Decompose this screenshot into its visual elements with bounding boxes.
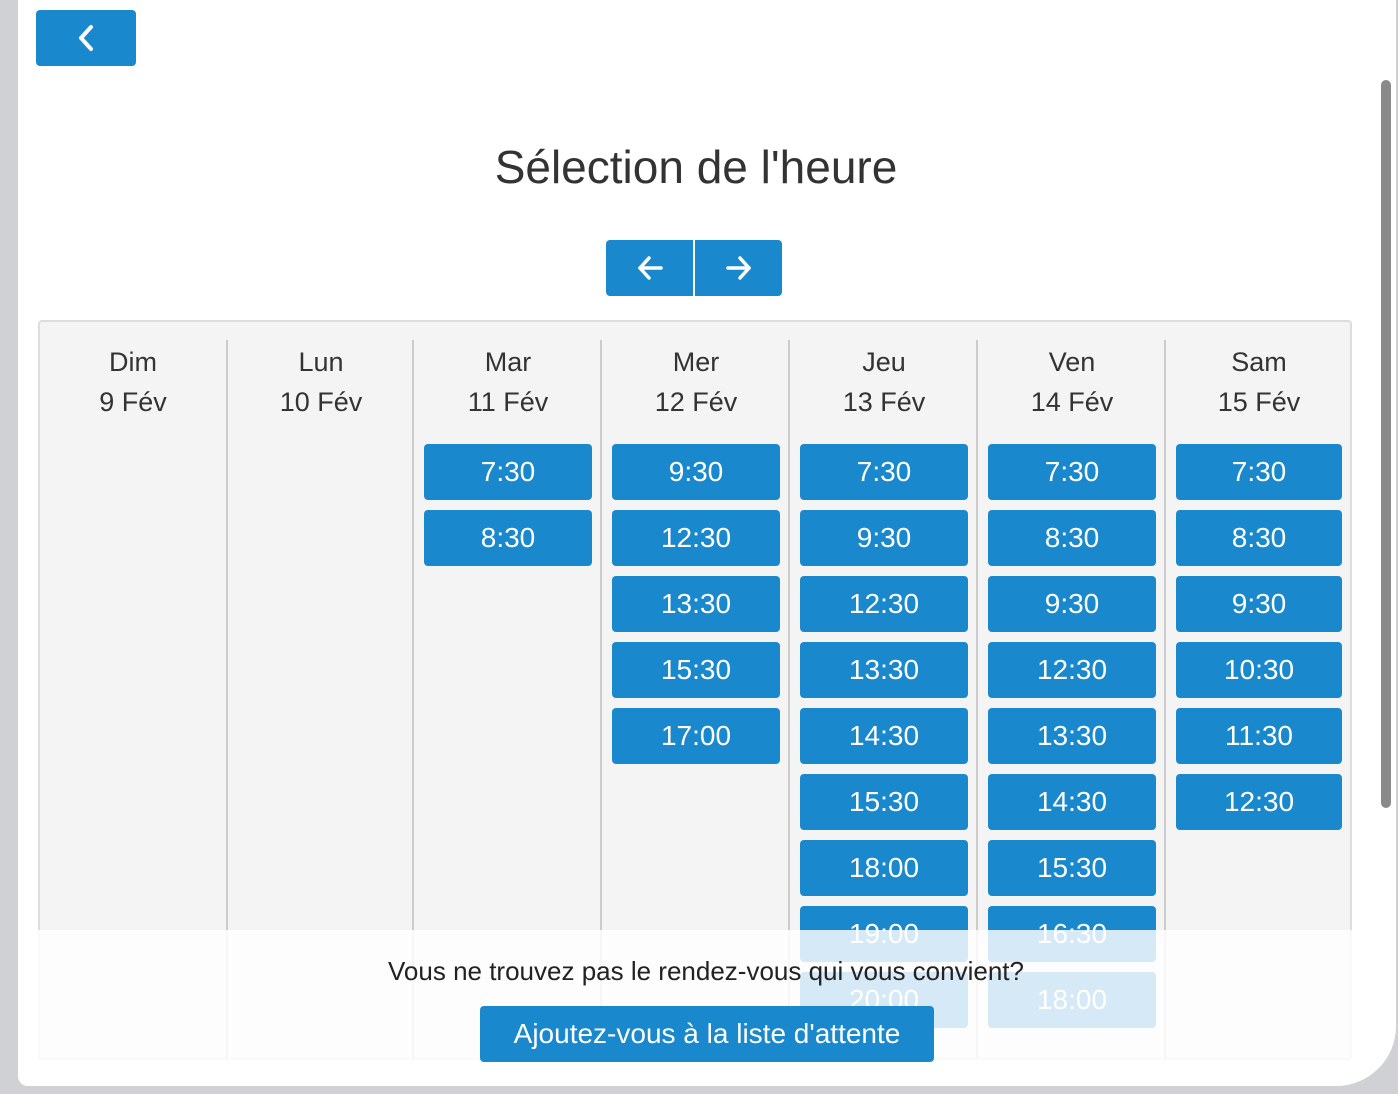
day-date: 14 Fév [1030,387,1114,417]
week-navigation [606,240,782,296]
day-column: Dim 9 Fév [40,340,226,1058]
time-slot-button[interactable]: 12:30 [800,576,968,632]
time-slot-list: 9:30 12:30 13:30 15:30 17:00 [602,444,790,764]
day-date: 9 Fév [99,387,167,417]
time-slot-button[interactable]: 7:30 [424,444,592,500]
day-column: Sam 15 Fév 7:30 8:30 9:30 10:30 11:30 12:30 [1164,340,1350,1058]
time-slot-button[interactable]: 7:30 [988,444,1156,500]
day-header: Mer 12 Fév [602,340,790,422]
time-slot-button[interactable]: 7:30 [1176,444,1342,500]
time-slot-button[interactable]: 14:30 [800,708,968,764]
day-date: 12 Fév [654,387,738,417]
day-header: Mar 11 Fév [414,340,602,422]
scrollbar-thumb[interactable] [1381,80,1391,808]
time-slot-button[interactable]: 15:30 [800,774,968,830]
time-slot-button[interactable]: 8:30 [424,510,592,566]
day-header: Ven 14 Fév [978,340,1166,422]
back-button[interactable] [36,10,136,66]
time-slot-button[interactable]: 11:30 [1176,708,1342,764]
day-column: Mar 11 Fév 7:30 8:30 [412,340,602,1058]
chevron-left-icon [79,25,93,51]
time-slot-list: 7:308:309:3012:3013:3014:3015:3016:3018:… [978,444,1166,1028]
time-slot-button[interactable]: 13:30 [800,642,968,698]
next-week-button[interactable] [693,240,782,296]
day-name: Jeu [862,347,906,377]
day-column: Lun 10 Fév [226,340,414,1058]
join-waitlist-button[interactable]: Ajoutez-vous à la liste d'attente [480,1006,934,1062]
time-slot-list: 7:30 8:30 9:30 10:30 11:30 12:30 [1166,444,1350,830]
day-header: Dim 9 Fév [40,340,226,422]
day-name: Dim [109,347,157,377]
arrow-right-icon [725,256,751,280]
time-slot-button[interactable]: 12:30 [1176,774,1342,830]
day-header: Jeu 13 Fév [790,340,978,422]
time-slot-button[interactable]: 9:30 [1176,576,1342,632]
time-slot-button[interactable]: 9:30 [612,444,780,500]
time-slot-button[interactable]: 17:00 [612,708,780,764]
day-name: Ven [1048,347,1096,377]
time-slot-button[interactable]: 12:30 [988,642,1156,698]
day-date: 11 Fév [467,387,549,417]
previous-week-button[interactable] [606,240,693,296]
time-slot-button[interactable]: 12:30 [612,510,780,566]
time-slot-button[interactable]: 13:30 [612,576,780,632]
time-slot-button[interactable]: 14:30 [988,774,1156,830]
day-name: Lun [298,347,344,377]
time-slot-list: 7:30 8:30 [414,444,602,566]
time-slot-button[interactable]: 13:30 [988,708,1156,764]
day-name: Sam [1231,347,1287,377]
day-column: Mer 12 Fév 9:30 12:30 13:30 15:30 17:00 [600,340,790,1058]
time-slot-button[interactable]: 8:30 [1176,510,1342,566]
day-column: Ven 14 Fév 7:30 8:30 9:30 12:30 13:30 14:30 15:3… [976,340,1166,1058]
time-slot-button[interactable]: 10:30 [1176,642,1342,698]
time-slot-button[interactable]: 15:30 [988,840,1156,896]
time-slot-button[interactable]: 9:30 [988,576,1156,632]
time-slot-button[interactable]: 8:30 [988,510,1156,566]
arrow-left-icon [637,256,663,280]
day-date: 15 Fév [1217,387,1301,417]
time-selection-panel: Sélection de l'heure Dim 9 Fév Lun 10 Fév Ma… [18,0,1396,1086]
day-name: Mer [672,347,720,377]
day-header: Sam 15 Fév [1166,340,1350,422]
day-date: 13 Fév [842,387,926,417]
page-title: Sélection de l'heure [494,141,898,193]
scrollbar[interactable] [1374,0,1396,1080]
time-slot-button[interactable]: 18:00 [800,840,968,896]
time-slot-button[interactable]: 15:30 [612,642,780,698]
day-header: Lun 10 Fév [228,340,414,422]
day-date: 10 Fév [279,387,363,417]
time-slot-button[interactable]: 7:30 [800,444,968,500]
day-name: Mar [484,347,532,377]
time-slot-button[interactable]: 9:30 [800,510,968,566]
waitlist-prompt: Vous ne trouvez pas le rendez-vous qui v… [388,956,1024,986]
